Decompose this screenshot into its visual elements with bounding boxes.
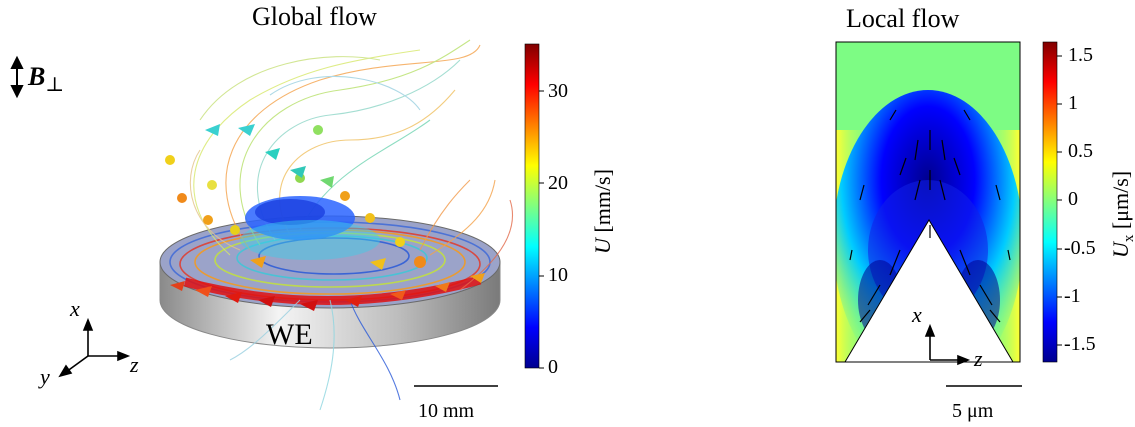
axes-triad-left	[60, 320, 128, 376]
colorbar-left-var: U	[590, 238, 615, 254]
global-flow-streamlines	[160, 40, 513, 410]
scale-bar-text-left: 10 mm	[418, 400, 474, 423]
scale-bar-text-right: 5 μm	[952, 400, 993, 423]
electrode-label: WE	[266, 318, 313, 352]
colorbar-right-tick: 1.5	[1068, 44, 1093, 67]
colorbar-left-unit: [mm/s]	[590, 169, 615, 238]
colorbar-right-unit: [μm/s]	[1108, 171, 1133, 235]
local-flow-field	[833, 42, 1023, 390]
colorbar-left-tick: 0	[548, 356, 558, 379]
colorbar-left-tick: 10	[548, 264, 568, 287]
global-flow-title: Global flow	[252, 2, 377, 32]
colorbar-right-tick: -0.5	[1064, 237, 1096, 260]
field-label: B⊥	[28, 62, 64, 97]
colorbar-right-tick: 0.5	[1068, 140, 1093, 163]
field-label-sub: ⊥	[45, 74, 64, 96]
colorbar-right-tick: 1	[1068, 92, 1078, 115]
field-label-b: B	[28, 62, 45, 91]
axis-z-label-right: z	[974, 346, 983, 372]
axis-z-label-left: z	[130, 352, 139, 378]
local-flow-title: Local flow	[846, 4, 959, 34]
axis-x-label-left: x	[70, 296, 80, 322]
colorbar-left	[525, 44, 539, 368]
magnetic-field-arrow-icon	[12, 58, 22, 96]
colorbar-left-tick: 20	[548, 172, 568, 195]
colorbar-right-sub: x	[1121, 235, 1135, 243]
colorbar-right-tick: -1	[1064, 285, 1081, 308]
axis-y-label-left: y	[40, 364, 50, 390]
colorbar-left-tick: 30	[548, 80, 568, 103]
colorbar-right-var: U	[1108, 242, 1133, 258]
colorbar-right-tick: -1.5	[1064, 333, 1096, 356]
colorbar-right-tick: 0	[1068, 188, 1078, 211]
colorbar-right	[1043, 42, 1057, 362]
axis-x-label-right: x	[912, 302, 922, 328]
colorbar-right-label: Ux [μm/s]	[1108, 171, 1135, 258]
colorbar-left-label: U [mm/s]	[590, 169, 616, 254]
